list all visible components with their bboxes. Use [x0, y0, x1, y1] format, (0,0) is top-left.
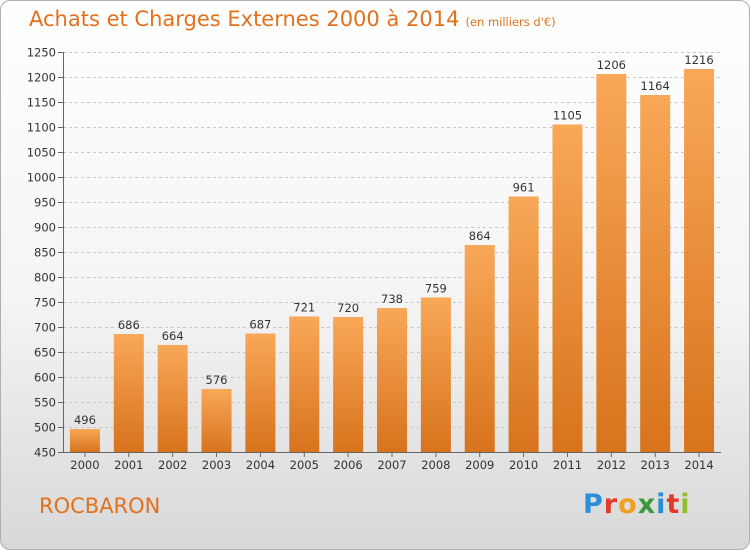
bar [245, 333, 276, 452]
x-tick-label: 2013 [641, 458, 670, 472]
x-tick-label: 2011 [553, 458, 582, 472]
value-label: 759 [425, 282, 447, 296]
bar [420, 297, 451, 452]
value-label: 738 [381, 292, 403, 306]
y-tick-label: 850 [34, 246, 56, 260]
y-tick-label: 1150 [27, 96, 56, 110]
bar [113, 334, 144, 452]
y-tick-label: 1050 [27, 146, 56, 160]
value-label: 1216 [684, 53, 713, 67]
bar [201, 389, 232, 452]
logo-letter: r [603, 489, 619, 520]
bar [640, 95, 671, 452]
value-label: 1206 [597, 58, 626, 72]
axes [58, 52, 721, 457]
x-tick-label: 2006 [333, 458, 362, 472]
x-tick-label: 2000 [70, 458, 99, 472]
y-tick-label: 1100 [27, 121, 56, 135]
bar [157, 345, 188, 452]
value-label: 1105 [553, 109, 582, 123]
value-label: 1164 [641, 79, 670, 93]
logo-letter: P [583, 489, 604, 520]
y-tick-label: 900 [34, 221, 56, 235]
value-label: 686 [118, 318, 140, 332]
x-tick-label: 2012 [597, 458, 626, 472]
y-tick-label: 500 [34, 421, 56, 435]
logo-letter: i [680, 489, 691, 520]
y-tick-label: 800 [34, 271, 56, 285]
logo-letter: x [637, 489, 657, 520]
proxiti-logo: Proxiti [583, 489, 691, 520]
logo-letter: o [618, 489, 638, 520]
x-tick-label: 2002 [158, 458, 187, 472]
y-tick-label: 700 [34, 321, 56, 335]
bar [69, 429, 100, 452]
y-tick-label: 750 [34, 296, 56, 310]
value-label: 864 [469, 229, 491, 243]
x-tick-label: 2004 [246, 458, 275, 472]
town-name: ROCBARON [39, 494, 161, 518]
value-label: 720 [337, 301, 359, 315]
bar [552, 124, 583, 452]
x-tick-label: 2008 [421, 458, 450, 472]
y-tick-label: 650 [34, 346, 56, 360]
logo-letter: t [666, 489, 681, 520]
x-tick-label: 2001 [114, 458, 143, 472]
y-tick-label: 1000 [27, 171, 56, 185]
labels: 450 500 550 600 650 700 750 800 850 900 950 1000 105… [27, 46, 714, 473]
bar [377, 308, 407, 452]
x-tick-label: 2010 [509, 458, 538, 472]
value-label: 496 [74, 413, 96, 427]
y-tick-label: 950 [34, 196, 56, 210]
x-tick-label: 2014 [684, 458, 713, 472]
y-tick-label: 1200 [27, 71, 56, 85]
logo-letter: i [656, 489, 667, 520]
bar [508, 196, 539, 452]
x-tick-label: 2009 [465, 458, 494, 472]
value-label: 576 [206, 373, 228, 387]
chart-subtitle: (en milliers d'€) [465, 15, 556, 29]
y-tick-label: 1250 [27, 46, 56, 60]
x-tick-label: 2003 [202, 458, 231, 472]
chart-title: Achats et Charges Externes 2000 à 2014 (e… [29, 7, 556, 31]
bars [69, 69, 715, 452]
bar [596, 74, 627, 452]
value-label: 687 [249, 318, 271, 332]
bar [289, 316, 320, 452]
bar [684, 69, 715, 452]
x-tick-label: 2007 [377, 458, 406, 472]
value-label: 664 [162, 329, 184, 343]
chart-title-text: Achats et Charges Externes 2000 à 2014 [29, 7, 460, 31]
y-tick-label: 550 [34, 396, 56, 410]
bar [333, 317, 364, 452]
y-tick-label: 450 [34, 446, 56, 460]
bar [464, 245, 495, 452]
value-label: 721 [293, 301, 315, 315]
value-label: 961 [513, 181, 535, 195]
y-tick-label: 600 [34, 371, 56, 385]
x-tick-label: 2005 [290, 458, 319, 472]
